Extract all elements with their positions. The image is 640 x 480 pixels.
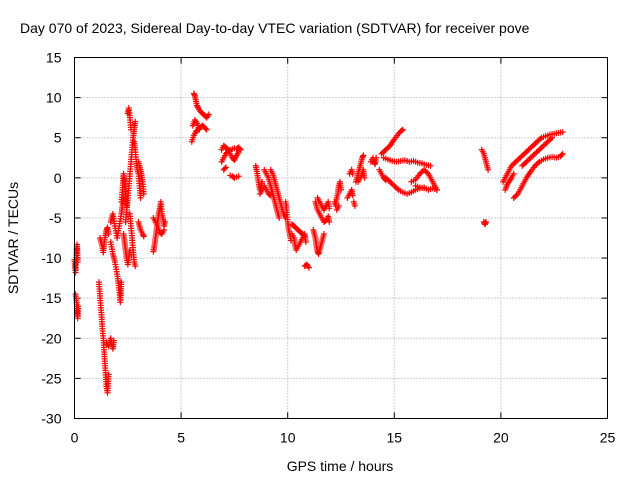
y-tick-label: 5 [54,130,62,146]
data-point [276,214,283,221]
data-point [360,152,367,159]
x-tick-label: 10 [280,430,296,446]
data-point [140,190,147,197]
data-point [162,218,169,225]
data-point [74,259,81,266]
y-tick-label: -5 [49,210,62,226]
y-tick-label: -25 [41,370,61,386]
data-point [433,186,440,193]
data-point [427,162,434,169]
data-point [349,192,356,199]
data-point [161,226,168,233]
data-point [482,218,489,225]
data-point [485,166,492,173]
x-tick-label: 5 [177,430,185,446]
data-point [338,186,344,193]
data-point [132,118,139,125]
data-point [205,111,212,118]
data-point [349,170,356,177]
y-axis-label: SDTVAR / TECUs [5,182,21,294]
data-point [259,178,266,185]
x-tick-label: 15 [387,430,403,446]
data-point [75,303,82,310]
y-tick-label: 0 [54,170,62,186]
data-point [326,218,333,225]
y-tick-label: 10 [46,90,62,106]
x-tick-label: 20 [493,430,509,446]
data-point [559,150,566,157]
data-point [335,202,342,209]
data-point [421,185,428,192]
data-points [71,90,566,396]
data-point [399,126,406,133]
data-point [105,371,112,378]
data-point [221,165,228,172]
data-point [105,230,112,237]
grid-lines [74,57,608,419]
data-point [137,194,144,201]
y-tick-label: 15 [46,50,62,66]
data-point [558,151,565,158]
y-tick-label: -20 [41,330,61,346]
x-tick-label: 0 [71,430,79,446]
data-point [510,170,517,177]
y-axis-ticks: 15 10 5 0 -5 -10 -15 -20 -25 -30 [41,50,608,427]
data-point [235,173,242,180]
data-point [110,337,117,344]
data-point [302,239,309,246]
x-axis-label: GPS time / hours [287,458,394,474]
data-point [223,145,230,152]
data-point [118,279,125,286]
data-point [127,126,134,133]
data-point [235,149,242,156]
data-point [559,129,566,136]
data-point [301,233,308,240]
data-point [320,230,327,237]
data-point [549,134,556,141]
data-point [203,126,210,133]
x-tick-label: 25 [600,430,616,446]
data-point [306,264,313,271]
data-point [361,174,368,181]
y-tick-label: -15 [41,290,61,306]
y-tick-label: -10 [41,250,61,266]
data-point [266,191,273,198]
chart-title: Day 070 of 2023, Sidereal Day-to-day VTE… [20,20,530,36]
data-point [140,233,147,240]
y-tick-label: -30 [41,411,61,427]
data-point [326,205,333,212]
data-point [202,125,209,132]
data-point [196,126,203,133]
data-point [222,164,229,171]
data-point [236,145,243,152]
data-point [398,127,405,134]
data-point [300,232,307,239]
data-point [373,154,380,161]
plot-frame [74,57,608,419]
data-point [132,263,139,270]
data-point [351,202,358,209]
